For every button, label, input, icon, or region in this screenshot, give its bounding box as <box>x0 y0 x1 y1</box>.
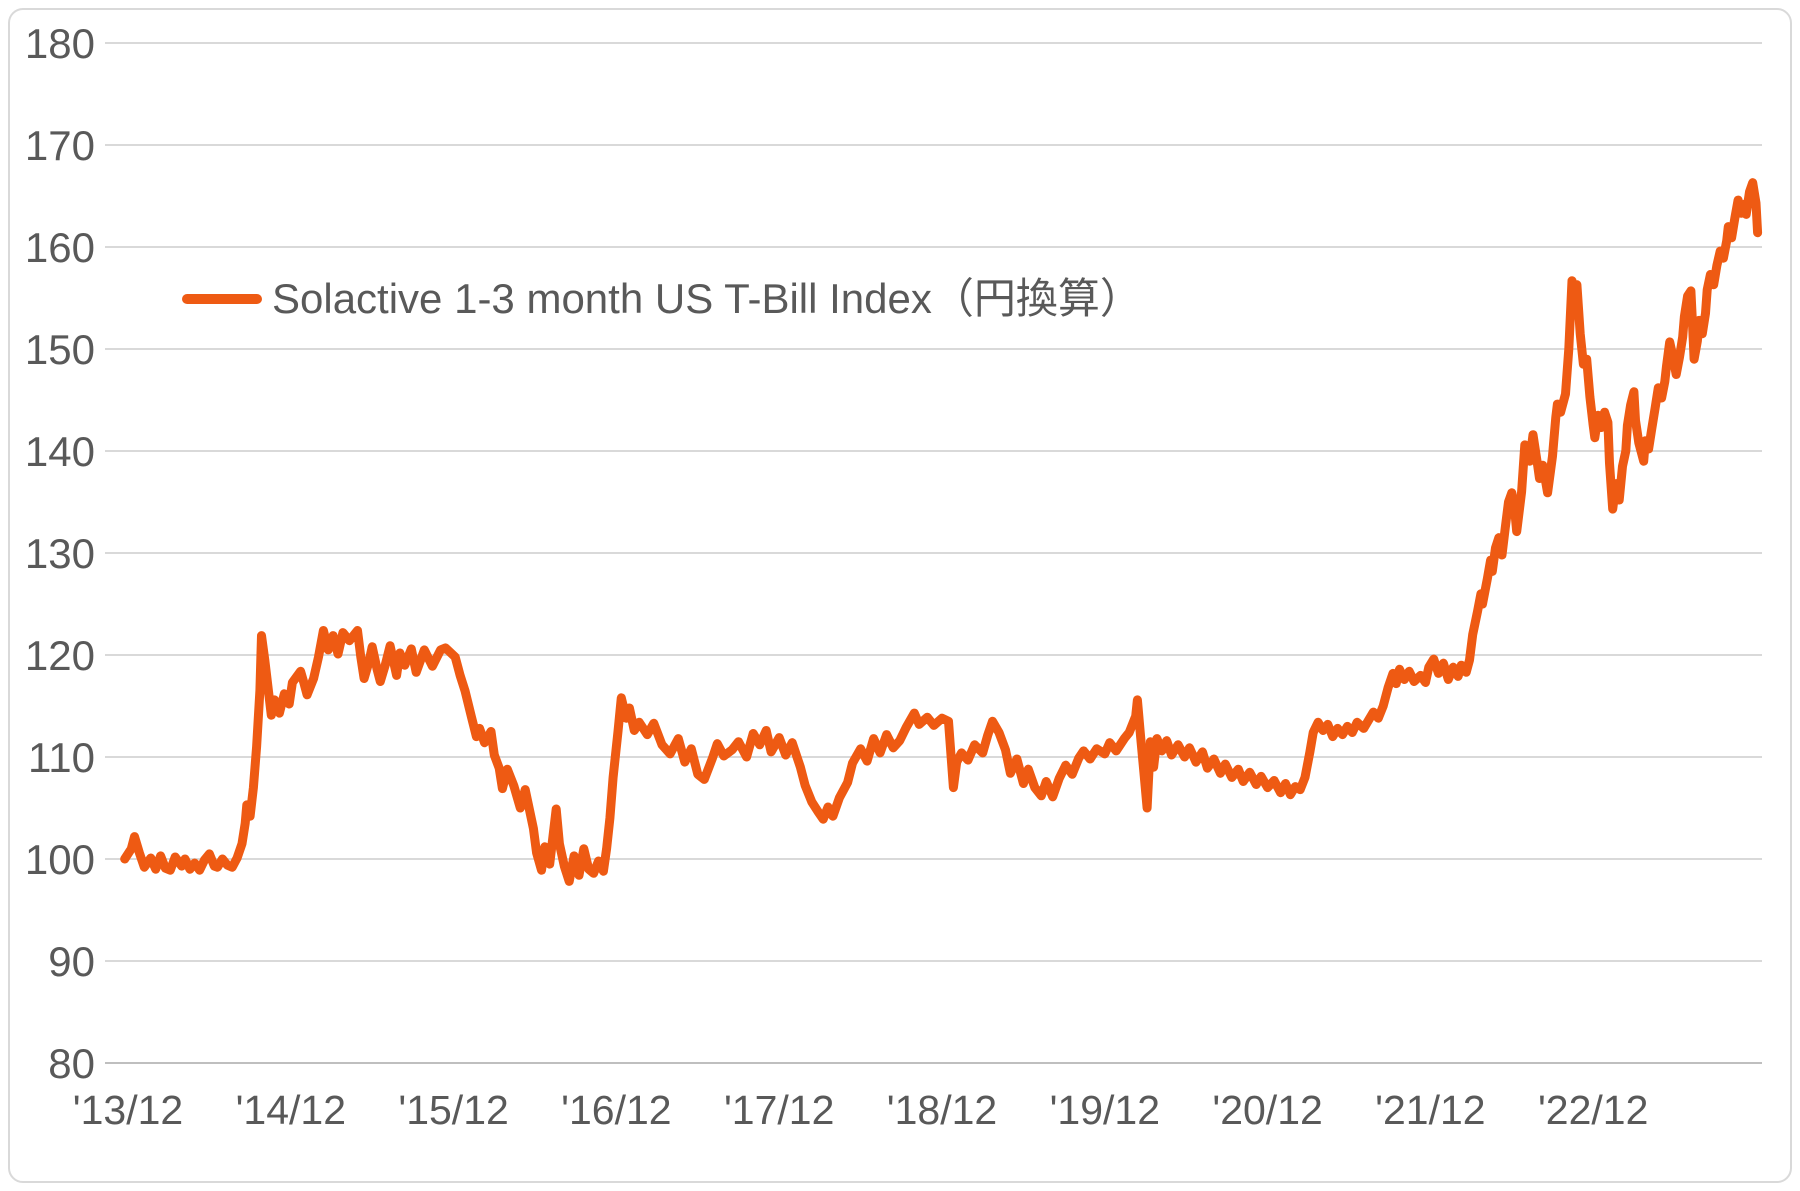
chart-border <box>8 8 1792 1183</box>
x-tick-label: '13/12 <box>73 1087 183 1133</box>
y-tick-label: 120 <box>25 632 95 679</box>
x-tick-label: '18/12 <box>887 1087 997 1133</box>
y-tick-label: 110 <box>28 734 95 781</box>
legend-line-swatch <box>182 294 262 304</box>
legend-series-label: Solactive 1-3 month US T-Bill Index（円換算） <box>272 275 1142 322</box>
x-tick-label: '20/12 <box>1212 1087 1322 1133</box>
y-tick-label: 100 <box>25 836 95 883</box>
legend: Solactive 1-3 month US T-Bill Index（円換算） <box>182 278 1142 320</box>
x-tick-label: '21/12 <box>1375 1087 1485 1133</box>
x-tick-label: '19/12 <box>1050 1087 1160 1133</box>
y-tick-label: 130 <box>25 530 95 577</box>
x-tick-label: '16/12 <box>561 1087 671 1133</box>
y-tick-label: 180 <box>25 20 95 67</box>
x-tick-label: '22/12 <box>1538 1087 1648 1133</box>
y-tick-label: 80 <box>48 1040 95 1087</box>
y-tick-label: 160 <box>25 224 95 271</box>
y-tick-label: 90 <box>48 938 95 985</box>
y-tick-label: 150 <box>25 326 95 373</box>
x-tick-label: '14/12 <box>236 1087 346 1133</box>
y-tick-label: 140 <box>25 428 95 475</box>
series-line-tbill-index <box>120 178 1763 886</box>
x-tick-label: '15/12 <box>398 1087 508 1133</box>
x-tick-label: '17/12 <box>724 1087 834 1133</box>
y-tick-label: 170 <box>25 122 95 169</box>
